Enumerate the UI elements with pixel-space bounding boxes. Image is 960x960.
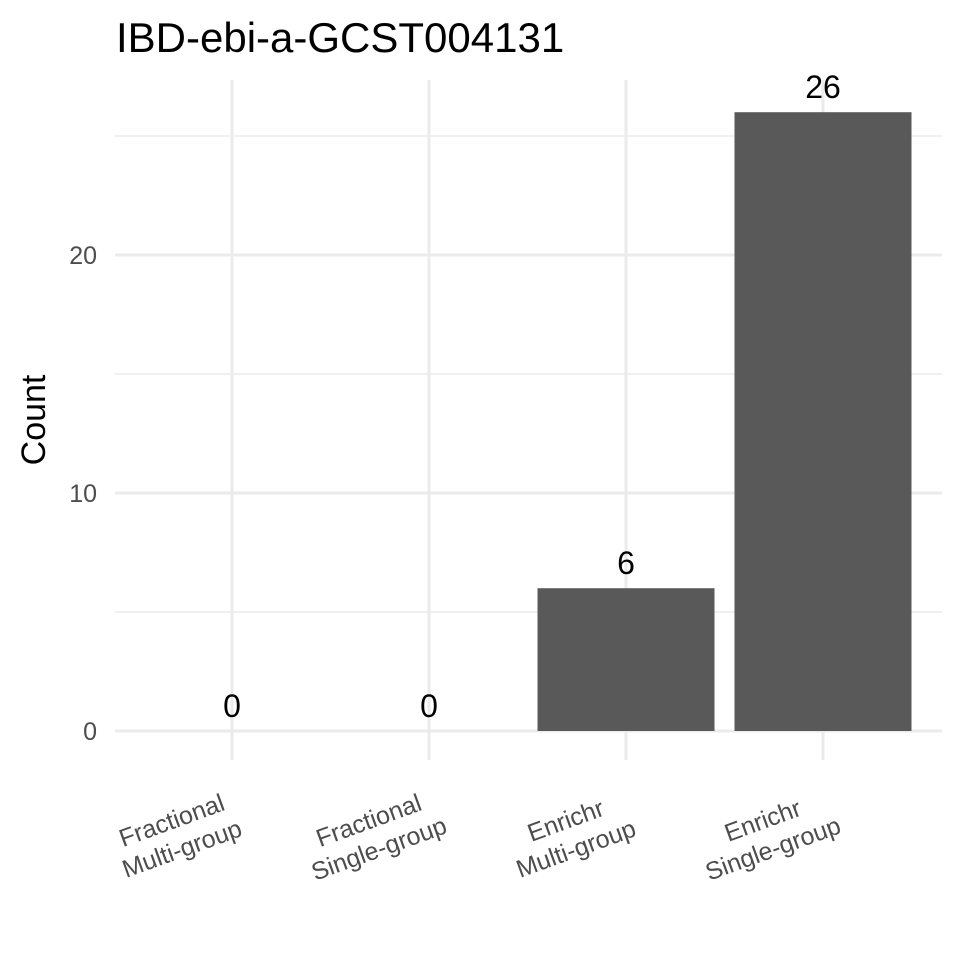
data-label: 0	[420, 688, 438, 724]
chart-title: IBD-ebi-a-GCST004131	[116, 14, 564, 61]
data-label: 26	[805, 69, 841, 105]
data-label: 6	[617, 545, 635, 581]
y-axis-label: Count	[15, 374, 53, 465]
bar	[537, 588, 715, 731]
data-labels: 0 0 6 26	[223, 69, 841, 724]
y-tick-label: 10	[69, 480, 97, 508]
bar	[734, 112, 912, 731]
data-label: 0	[223, 688, 241, 724]
y-tick-label: 0	[83, 718, 97, 746]
y-tick-label: 20	[69, 242, 97, 270]
bars	[537, 112, 912, 731]
y-axis-ticks: 0 10 20	[69, 242, 97, 746]
